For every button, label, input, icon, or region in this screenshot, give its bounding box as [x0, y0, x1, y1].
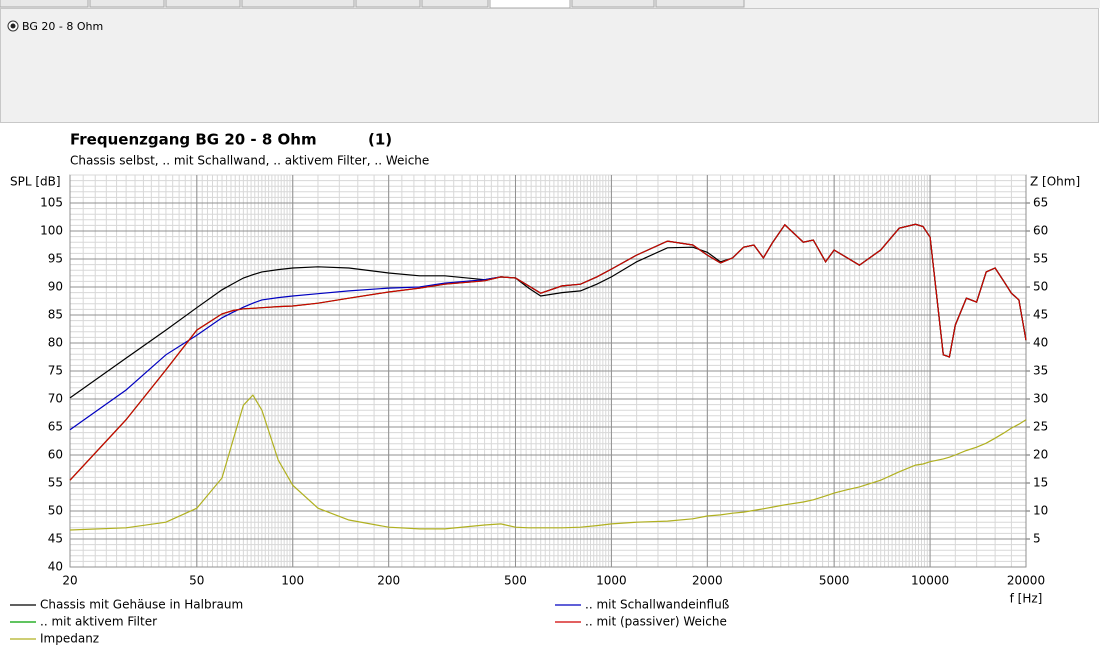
y-tick-label: 50	[48, 504, 63, 518]
x-axis-label: f [Hz]	[1010, 592, 1043, 606]
y-tick-label: 85	[48, 308, 63, 322]
x-tick-label: 500	[504, 574, 527, 588]
data-line	[69, 223, 1027, 481]
tab[interactable]	[89, 0, 165, 8]
legend-label: Chassis mit Gehäuse in Halbraum	[40, 598, 243, 612]
plot-number: (1)	[368, 131, 392, 149]
y2-tick-label: 40	[1033, 336, 1048, 350]
y-tick-label: 70	[48, 392, 63, 406]
x-tick-label: 1000	[596, 574, 627, 588]
y-tick-label: 95	[48, 252, 63, 266]
legend-label: .. mit Schallwandeinfluß	[585, 598, 730, 612]
x-tick-label: 200	[377, 574, 400, 588]
tab[interactable]	[421, 0, 489, 8]
legend-label: .. mit (passiver) Weiche	[585, 615, 727, 629]
y-tick-label: 60	[48, 448, 63, 462]
tab[interactable]	[241, 0, 355, 8]
tab[interactable]	[489, 0, 571, 9]
x-tick-label: 2000	[692, 574, 723, 588]
y-tick-label: 55	[48, 476, 63, 490]
x-tick-label: 50	[189, 574, 204, 588]
y-tick-label: 40	[48, 560, 63, 574]
tab[interactable]	[571, 0, 655, 8]
x-tick-label: 5000	[819, 574, 850, 588]
y2-tick-label: 25	[1033, 420, 1048, 434]
y-tick-label: 105	[40, 196, 63, 210]
x-tick-label: 20	[62, 574, 77, 588]
tab[interactable]	[165, 0, 241, 8]
radio-label[interactable]: BG 20 - 8 Ohm	[22, 20, 103, 33]
legend-label: Impedanz	[40, 632, 99, 646]
y2-tick-label: 45	[1033, 308, 1048, 322]
legend-label: .. mit aktivem Filter	[40, 615, 157, 629]
y2-tick-label: 30	[1033, 392, 1048, 406]
x-tick-label: 20000	[1007, 574, 1045, 588]
y2-tick-label: 50	[1033, 280, 1048, 294]
y2-tick-label: 55	[1033, 252, 1048, 266]
y2-tick-label: 5	[1033, 532, 1041, 546]
selection-panel	[0, 8, 1099, 123]
chart-title: Frequenzgang BG 20 - 8 Ohm	[70, 131, 317, 149]
plot: 40 45 50 55 60 65 70 75 80 85 90 95 100 105 5 10 15 20 25 3…	[40, 174, 1048, 588]
y2-tick-label: 20	[1033, 448, 1048, 462]
tab[interactable]	[0, 0, 89, 8]
y-tick-label: 100	[40, 224, 63, 238]
y-axis-label: SPL [dB]	[10, 175, 61, 189]
y2-tick-label: 60	[1033, 224, 1048, 238]
legend: Chassis mit Gehäuse in Halbraum .. mit Sc…	[10, 598, 730, 646]
tab[interactable]	[655, 0, 745, 8]
y2-tick-label: 65	[1033, 196, 1048, 210]
y2-axis-label: Z [Ohm]	[1030, 175, 1080, 189]
tabs	[0, 0, 745, 9]
y-tick-label: 90	[48, 280, 63, 294]
y-tick-label: 65	[48, 420, 63, 434]
x-tick-label: 10000	[911, 574, 949, 588]
y2-tick-label: 35	[1033, 364, 1048, 378]
x-tick-label: 100	[281, 574, 304, 588]
radio-dot	[10, 23, 16, 29]
y2-tick-label: 15	[1033, 476, 1048, 490]
data-line	[69, 394, 1027, 531]
y2-tick-label: 10	[1033, 504, 1048, 518]
chart-subtitle: Chassis selbst, .. mit Schallwand, .. ak…	[70, 154, 429, 168]
y-tick-label: 75	[48, 364, 63, 378]
tab[interactable]	[355, 0, 421, 8]
y-tick-label: 80	[48, 336, 63, 350]
y-tick-label: 45	[48, 532, 63, 546]
